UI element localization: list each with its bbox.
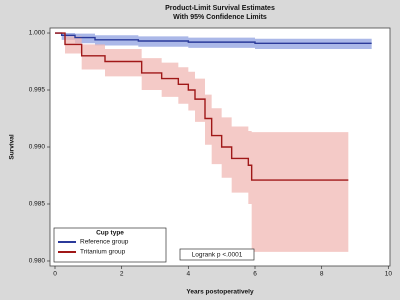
y-tick-label: 0.980 <box>29 258 46 265</box>
x-tick-label: 10 <box>385 271 393 278</box>
x-tick-label: 6 <box>253 271 257 278</box>
y-tick-label: 0.995 <box>29 87 46 94</box>
y-tick-label: 0.990 <box>29 144 46 151</box>
x-tick-label: 0 <box>53 271 57 278</box>
chart-title: Product-Limit Survival Estimates <box>165 5 275 12</box>
survival-line <box>55 32 372 44</box>
legend-box <box>53 227 167 263</box>
survival-line <box>55 32 349 181</box>
y-tick-label: 1.000 <box>29 30 46 37</box>
y-tick-label: 0.985 <box>29 201 46 208</box>
x-tick-label: 8 <box>320 271 324 278</box>
confidence-band <box>55 33 349 252</box>
chart-subtitle: With 95% Confidence Limits <box>173 14 267 21</box>
x-axis-label: Years postoperatively <box>186 289 254 296</box>
x-tick-label: 4 <box>187 271 191 278</box>
legend-title: Cup type <box>96 230 124 237</box>
legend-label: Tritanium group <box>80 249 126 256</box>
y-axis-label: Survival <box>9 134 16 159</box>
annotation-box <box>179 248 255 261</box>
legend-label: Reference group <box>80 239 129 246</box>
annotation: Logrank p <.0001 <box>192 252 243 259</box>
plot <box>55 32 372 252</box>
x-tick-label: 2 <box>120 271 124 278</box>
confidence-band <box>55 33 372 49</box>
